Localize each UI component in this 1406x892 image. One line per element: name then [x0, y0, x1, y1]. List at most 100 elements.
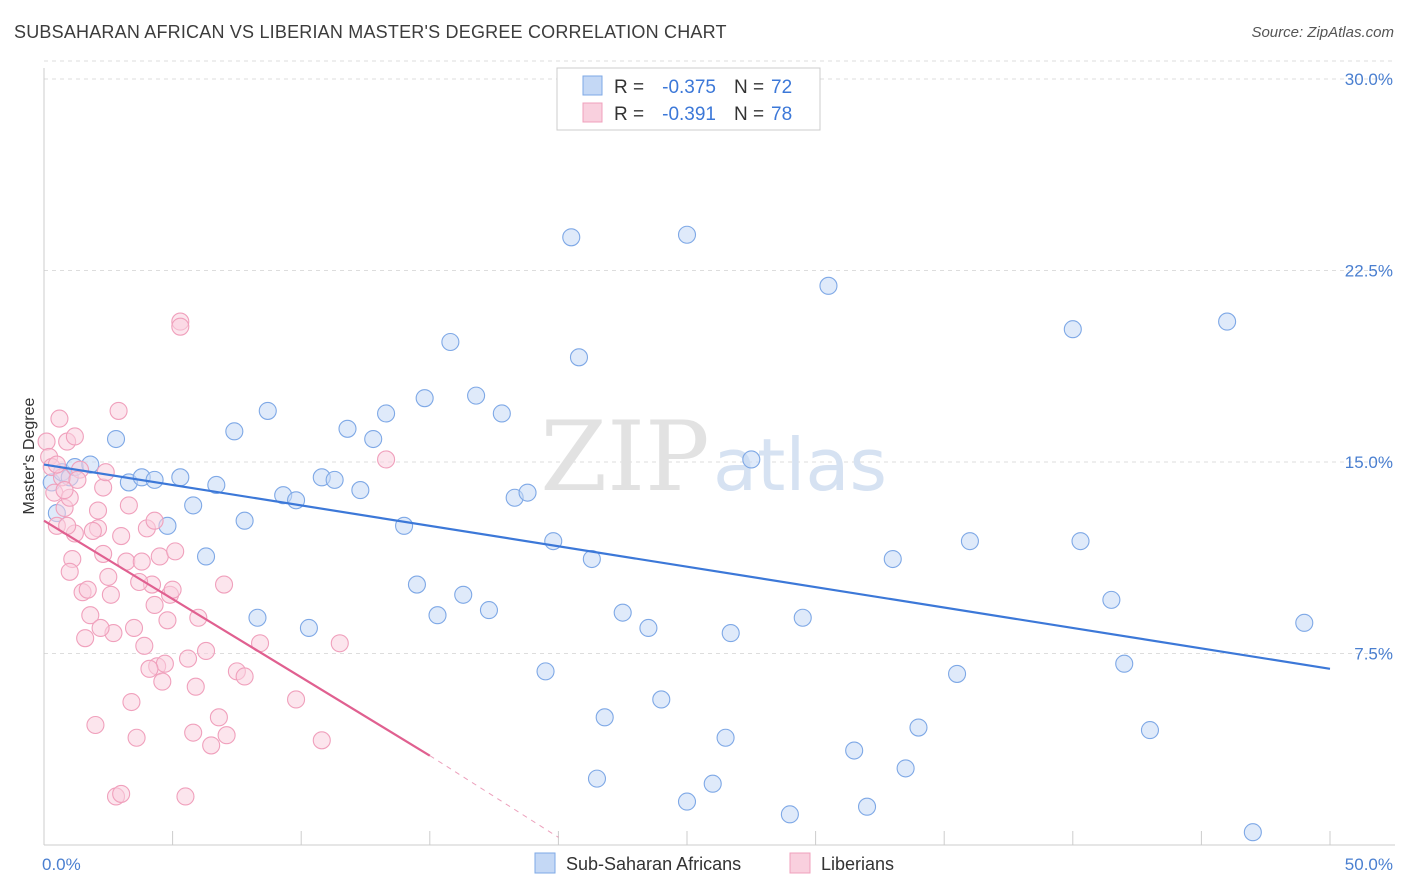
x-tick-label-min: 0.0%: [42, 855, 81, 874]
point-liberian: [130, 572, 149, 592]
point-liberian: [135, 636, 154, 655]
point-liberian: [81, 606, 100, 625]
legend-swatch: [582, 102, 603, 123]
trend-line-liberian: [43, 519, 431, 757]
point-liberian: [209, 708, 228, 727]
point-liberian: [91, 618, 110, 638]
point-liberian: [76, 629, 95, 648]
point-sub-saharan: [145, 470, 164, 489]
point-liberian: [88, 501, 108, 520]
watermark-zip: ZIP: [540, 401, 709, 513]
bottom-legend-label: Sub-Saharan Africans: [566, 854, 741, 874]
point-sub-saharan: [819, 276, 838, 295]
bottom-legend-label: Liberians: [821, 854, 894, 874]
point-sub-saharan: [1063, 320, 1082, 339]
point-liberian: [101, 585, 120, 604]
point-sub-saharan: [721, 624, 740, 643]
legend-r-value: -0.391: [662, 104, 716, 125]
point-sub-saharan: [235, 511, 254, 530]
point-sub-saharan: [467, 386, 486, 405]
y-tick-label: 15.0%: [1345, 453, 1393, 472]
point-liberian: [37, 432, 56, 451]
point-sub-saharan: [492, 404, 511, 423]
point-sub-saharan: [407, 575, 426, 594]
point-liberian: [377, 450, 396, 469]
point-liberian: [112, 784, 131, 803]
y-axis-label: Master's Degree: [21, 397, 38, 514]
point-sub-saharan: [196, 547, 216, 566]
point-liberian: [184, 723, 203, 742]
point-liberian: [155, 654, 174, 673]
point-sub-saharan: [536, 662, 555, 681]
point-sub-saharan: [338, 419, 357, 438]
point-sub-saharan: [652, 690, 671, 709]
point-sub-saharan: [569, 348, 589, 367]
point-liberian: [122, 692, 141, 712]
point-sub-saharan: [780, 805, 799, 824]
point-liberian: [83, 521, 102, 540]
point-sub-saharan: [639, 618, 658, 638]
point-sub-saharan: [845, 741, 864, 760]
point-liberian: [109, 401, 128, 420]
point-liberian: [330, 634, 349, 653]
point-sub-saharan: [518, 483, 537, 502]
legend-r-value: -0.375: [662, 77, 716, 98]
point-sub-saharan: [896, 759, 915, 778]
point-liberian: [68, 470, 87, 489]
point-sub-saharan: [225, 422, 244, 441]
point-sub-saharan: [883, 549, 902, 569]
legend-n-value: 72: [771, 77, 792, 98]
point-sub-saharan: [677, 792, 697, 811]
y-tick-labels: 7.5% 15.0% 22.5% 30.0%: [1345, 70, 1393, 664]
point-liberian: [158, 611, 177, 630]
point-liberian: [196, 641, 216, 660]
point-sub-saharan: [377, 404, 396, 423]
point-liberian: [94, 478, 113, 497]
point-sub-saharan: [441, 332, 460, 352]
point-sub-saharan: [677, 225, 697, 244]
point-liberian: [65, 427, 84, 446]
point-liberian: [153, 672, 172, 691]
point-sub-saharan: [325, 470, 344, 489]
point-liberian: [176, 787, 195, 806]
point-sub-saharan: [258, 401, 277, 420]
y-tick-label: 7.5%: [1354, 645, 1393, 664]
trend-lines: [43, 463, 1331, 838]
point-sub-saharan: [1218, 312, 1237, 331]
trend-line-liberian-extension: [429, 755, 559, 838]
point-sub-saharan: [454, 585, 473, 604]
point-sub-saharan: [248, 608, 267, 627]
point-liberian: [186, 677, 205, 696]
point-sub-saharan: [1071, 532, 1090, 551]
point-liberian: [171, 317, 190, 336]
point-sub-saharan: [299, 618, 318, 638]
point-liberian: [132, 552, 151, 571]
point-sub-saharan: [703, 774, 722, 793]
point-liberian: [214, 575, 234, 594]
point-sub-saharan: [587, 769, 607, 788]
point-sub-saharan: [428, 606, 447, 625]
point-sub-saharan: [351, 481, 370, 500]
point-liberian: [99, 567, 118, 586]
point-liberian: [124, 618, 144, 638]
legend-n-value: 78: [771, 104, 792, 125]
point-liberian: [86, 715, 105, 735]
point-liberian: [145, 595, 164, 615]
y-tick-label: 30.0%: [1345, 70, 1393, 89]
data-points: [37, 225, 1314, 842]
gridlines: [44, 60, 1395, 654]
point-sub-saharan: [595, 708, 614, 727]
point-liberian: [96, 463, 115, 482]
point-sub-saharan: [1140, 721, 1160, 740]
point-sub-saharan: [960, 532, 979, 551]
point-sub-saharan: [562, 228, 581, 247]
point-sub-saharan: [207, 475, 226, 495]
y-tick-label: 22.5%: [1345, 262, 1393, 281]
point-liberian: [119, 496, 138, 515]
legend-n-label: N =: [734, 104, 764, 125]
chart-source: Source: ZipAtlas.com: [1251, 24, 1394, 41]
point-sub-saharan: [364, 429, 383, 449]
point-sub-saharan: [415, 389, 434, 408]
point-sub-saharan: [171, 468, 190, 487]
